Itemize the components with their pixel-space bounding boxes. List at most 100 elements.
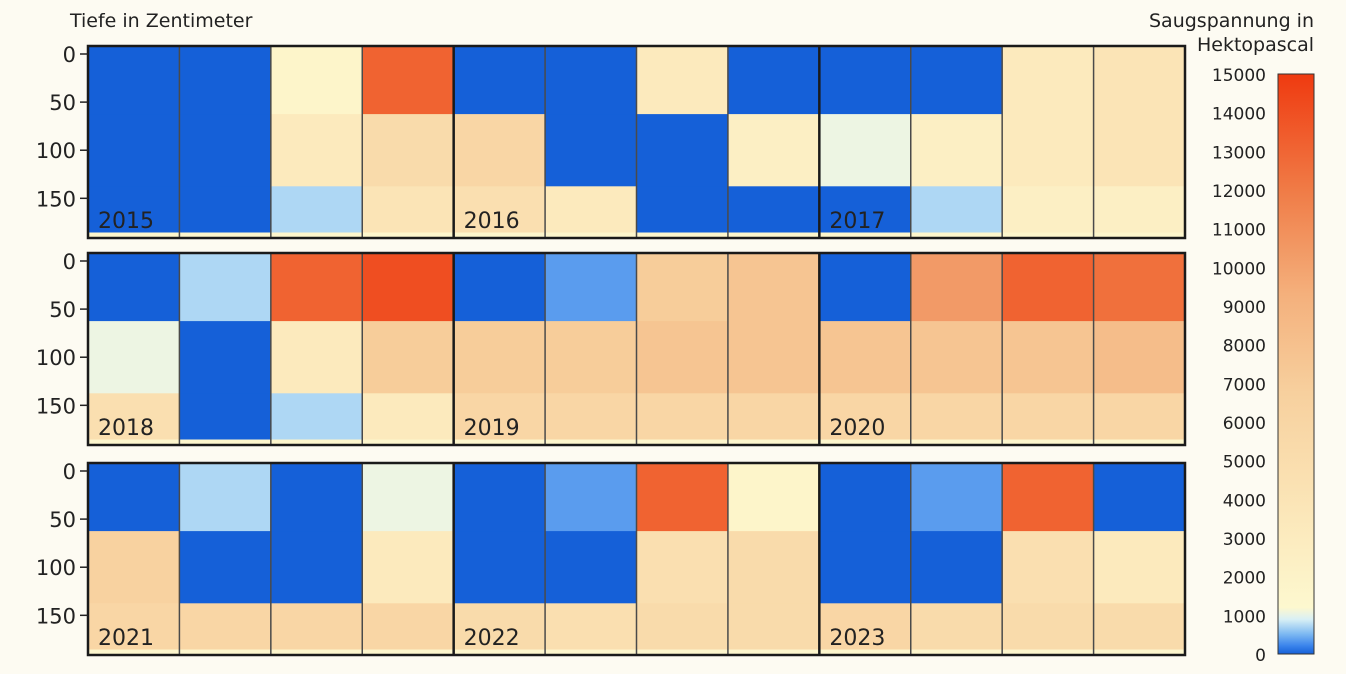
heatmap-cell <box>179 114 272 187</box>
colorbar-tick-label: 6000 <box>1223 414 1266 434</box>
y-tick-label: 0 <box>63 460 76 484</box>
y-tick-label: 100 <box>36 556 76 580</box>
heatmap-cell <box>819 463 912 471</box>
heatmap-cell <box>636 46 729 54</box>
heatmap-cell <box>727 603 820 650</box>
heatmap-cell <box>453 471 546 532</box>
heatmap-cell <box>636 114 729 187</box>
heatmap-cell <box>819 393 912 440</box>
colorbar-tick-label: 15000 <box>1212 66 1266 86</box>
heatmap-cell <box>88 471 180 532</box>
heatmap-cell <box>453 46 546 54</box>
year-label: 2016 <box>464 209 520 234</box>
heatmap-cell <box>453 463 546 471</box>
heatmap-cell <box>453 393 546 440</box>
heatmap-cell <box>636 463 729 471</box>
heatmap-cell <box>636 186 729 233</box>
heatmap-cell <box>179 186 272 233</box>
heatmap-cell <box>1093 114 1186 187</box>
heatmap-cell <box>819 253 912 261</box>
heatmap-cell <box>545 261 637 322</box>
heatmap-cell <box>179 603 272 650</box>
y-tick-label: 100 <box>36 346 76 370</box>
heatmap-cell <box>910 531 1003 604</box>
y-tick-label: 150 <box>36 604 76 628</box>
heatmap-cell <box>636 471 729 532</box>
heatmap-cell <box>545 471 637 532</box>
heatmap-cell <box>362 46 455 54</box>
heatmap-cell <box>453 186 546 233</box>
panel-row-2: 2018 2019 2020 <box>86 251 1187 447</box>
heatmap-cell <box>453 261 546 322</box>
heatmap-cell <box>270 321 363 394</box>
heatmap-cell <box>362 186 455 233</box>
heatmap-cell <box>545 393 637 440</box>
heatmap-cell <box>1093 463 1186 471</box>
heatmap-cell <box>88 531 180 604</box>
heatmap-cell <box>453 253 546 261</box>
heatmap-cell <box>362 253 455 261</box>
heatmap-cell <box>270 114 363 187</box>
heatmap-cell <box>727 321 820 394</box>
heatmap-cell <box>1002 46 1095 54</box>
year-label: 2019 <box>464 416 520 441</box>
y-tick-label: 0 <box>63 250 76 274</box>
heatmap-cell <box>910 471 1003 532</box>
heatmap-cell <box>179 321 272 394</box>
heatmap-cell <box>88 114 180 187</box>
heatmap-cell <box>1093 46 1186 54</box>
heatmap-cell <box>179 261 272 322</box>
year-label: 2017 <box>829 209 885 234</box>
y-axes: 0 50 100 150 0 50 100 150 0 50 100 150 <box>36 43 88 628</box>
heatmap-cell <box>727 46 820 54</box>
heatmap-cell <box>1093 471 1186 532</box>
year-label: 2023 <box>829 626 885 651</box>
heatmap-cell <box>362 531 455 604</box>
colorbar-tick-label: 9000 <box>1223 298 1266 318</box>
heatmap-panels: 2015 2016 2017 2018 2019 2020 2021 2022 2023 <box>86 44 1187 657</box>
colorbar-tick-label: 1000 <box>1223 607 1266 627</box>
heatmap-cell <box>636 321 729 394</box>
colorbar-tick-label: 2000 <box>1223 569 1266 589</box>
heatmap-cell <box>1002 603 1095 650</box>
heatmap-cell <box>1093 393 1186 440</box>
heatmap-cell <box>819 321 912 394</box>
heatmap-cell <box>910 253 1003 261</box>
heatmap-cell <box>910 603 1003 650</box>
heatmap-cell <box>910 393 1003 440</box>
heatmap-cell <box>88 186 180 233</box>
heatmap-cell <box>1002 186 1095 233</box>
heatmap-cell <box>88 603 180 650</box>
colorbar-tick-label: 8000 <box>1223 337 1266 357</box>
heatmap-cell <box>819 54 912 115</box>
heatmap-cell <box>910 186 1003 233</box>
heatmap-cell <box>88 463 180 471</box>
heatmap-cell <box>88 54 180 115</box>
heatmap-cell <box>453 321 546 394</box>
panel-frame <box>86 461 1187 657</box>
heatmap-cell <box>179 531 272 604</box>
heatmap-cell <box>1002 393 1095 440</box>
heatmap-cell <box>910 463 1003 471</box>
heatmap-cell <box>362 603 455 650</box>
heatmap-cell <box>727 253 820 261</box>
heatmap-cell <box>636 393 729 440</box>
colorbar-tick-label: 13000 <box>1212 143 1266 163</box>
heatmap-cell <box>727 471 820 532</box>
colorbar-bar <box>1277 73 1315 655</box>
heatmap-cell <box>1002 54 1095 115</box>
y-tick-label: 150 <box>36 187 76 211</box>
heatmap-cell <box>545 531 637 604</box>
heatmap-cell <box>545 253 637 261</box>
heatmap-cell <box>453 114 546 187</box>
heatmap-cell <box>270 253 363 261</box>
colorbar-tick-label: 0 <box>1255 646 1266 666</box>
heatmap-cell <box>1093 261 1186 322</box>
y-tick-label: 50 <box>49 508 76 532</box>
colorbar: 0 1000 2000 3000 4000 5000 6000 7000 8000 9000 100… <box>1212 66 1315 666</box>
heatmap-cell <box>453 531 546 604</box>
heatmap-cell <box>270 531 363 604</box>
heatmap-cell <box>545 463 637 471</box>
heatmap-cell <box>88 321 180 394</box>
